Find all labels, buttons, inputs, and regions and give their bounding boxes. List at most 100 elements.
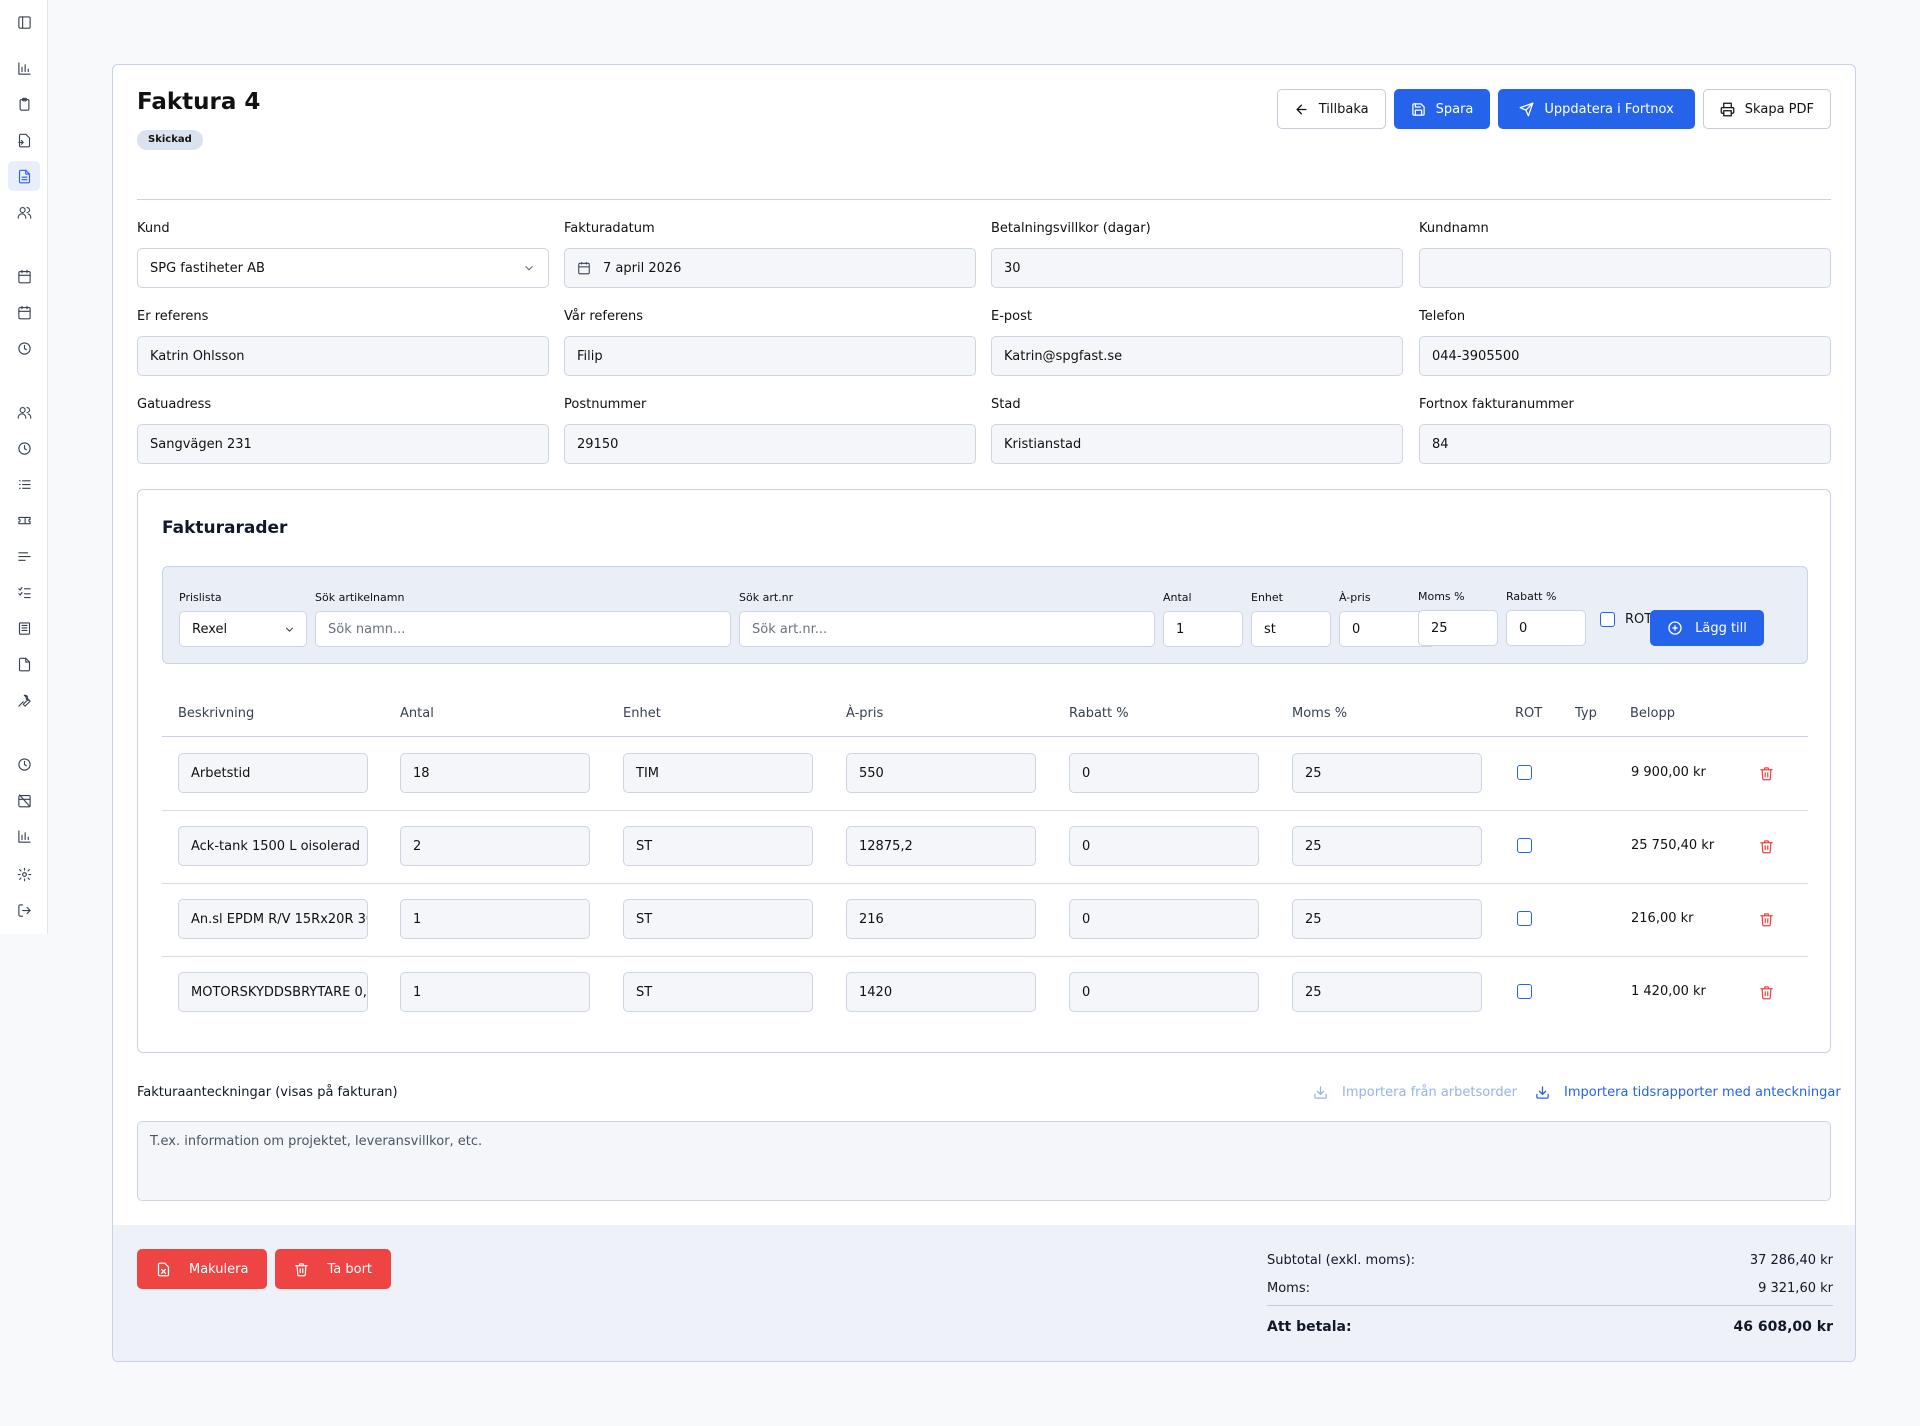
logout-icon[interactable] xyxy=(12,898,36,922)
delete-invoice-label: Ta bort xyxy=(327,1261,373,1277)
fakturadatum-field[interactable]: 7 april 2026 xyxy=(564,248,976,288)
add-row-label: Lägg till xyxy=(1695,620,1747,636)
users-icon[interactable] xyxy=(12,200,36,224)
file-x-icon xyxy=(157,1262,170,1276)
back-button[interactable]: Tillbaka xyxy=(1276,89,1386,129)
stad-field[interactable]: Kristianstad xyxy=(991,424,1403,464)
time-icon[interactable] xyxy=(12,436,36,460)
row-2-rot-checkbox[interactable] xyxy=(1517,911,1532,926)
add-row-button[interactable]: Lägg till xyxy=(1650,610,1764,646)
wrench-icon[interactable] xyxy=(12,688,36,712)
chevron-down-icon xyxy=(525,265,533,271)
clock-icon[interactable] xyxy=(12,336,36,360)
row-1-desc[interactable]: Ack-tank 1500 L oisolerad xyxy=(178,826,368,866)
rabatt-label: Rabatt % xyxy=(1506,590,1557,603)
document-icon[interactable] xyxy=(12,652,36,676)
building-icon[interactable] xyxy=(12,616,36,640)
row-2-rabatt[interactable]: 0 xyxy=(1069,899,1259,939)
row-1-enhet[interactable]: ST xyxy=(623,826,813,866)
rabatt-input[interactable]: 0 xyxy=(1506,610,1586,646)
import-workorder-link[interactable]: Importera från arbetsorder xyxy=(1313,1085,1517,1100)
row-1-apris[interactable]: 12875,2 xyxy=(846,826,1036,866)
gatuadress-field[interactable]: Sangvägen 231 xyxy=(137,424,549,464)
settings-icon[interactable] xyxy=(12,862,36,886)
trash-icon[interactable] xyxy=(1759,985,1774,1000)
row-0-apris[interactable]: 550 xyxy=(846,753,1036,793)
create-pdf-button[interactable]: Skapa PDF xyxy=(1702,89,1831,129)
moms-input[interactable]: 25 xyxy=(1418,610,1498,646)
search-name-input[interactable]: Sök namn... xyxy=(315,611,731,647)
stats-icon[interactable] xyxy=(12,824,36,848)
row-2-antal[interactable]: 1 xyxy=(400,899,590,939)
row-3-apris[interactable]: 1420 xyxy=(846,972,1036,1012)
fortnox-nr-field[interactable]: 84 xyxy=(1419,424,1831,464)
invoice-icon[interactable] xyxy=(8,161,40,191)
calendar-alt-icon[interactable] xyxy=(12,300,36,324)
trash-icon[interactable] xyxy=(1759,839,1774,854)
row-0-rabatt[interactable]: 0 xyxy=(1069,753,1259,793)
row-2-apris[interactable]: 216 xyxy=(846,899,1036,939)
import-timereports-link[interactable]: Importera tidsrapporter med anteckningar xyxy=(1535,1085,1841,1100)
notes-textarea[interactable]: T.ex. information om projektet, leverans… xyxy=(137,1121,1831,1201)
plus-circle-icon xyxy=(1668,621,1682,635)
trash-icon[interactable] xyxy=(1759,766,1774,781)
enhet-input[interactable]: st xyxy=(1251,611,1331,647)
row-1-moms[interactable]: 25 xyxy=(1292,826,1482,866)
row-3-enhet[interactable]: ST xyxy=(623,972,813,1012)
antal-label: Antal xyxy=(1163,591,1192,604)
row-1-rabatt[interactable]: 0 xyxy=(1069,826,1259,866)
checklist-icon[interactable] xyxy=(12,580,36,604)
er-referens-field[interactable]: Katrin Ohlsson xyxy=(137,336,549,376)
kund-select[interactable]: SPG fastiheter AB xyxy=(137,248,549,288)
betalningsvillkor-field[interactable]: 30 xyxy=(991,248,1403,288)
telefon-field[interactable]: 044-3905500 xyxy=(1419,336,1831,376)
col-rabatt: Rabatt % xyxy=(1069,706,1129,721)
row-1-rot-checkbox[interactable] xyxy=(1517,838,1532,853)
row-3-rabatt[interactable]: 0 xyxy=(1069,972,1259,1012)
update-fortnox-button[interactable]: Uppdatera i Fortnox xyxy=(1498,89,1695,129)
prislista-select[interactable]: Rexel xyxy=(179,611,307,647)
rows-title: Fakturarader xyxy=(162,518,288,538)
var-referens-field[interactable]: Filip xyxy=(564,336,976,376)
row-2-moms[interactable]: 25 xyxy=(1292,899,1482,939)
ticket-icon[interactable] xyxy=(12,508,36,532)
list-icon[interactable] xyxy=(12,472,36,496)
fakturadatum-value: 7 april 2026 xyxy=(603,260,682,276)
row-3-desc[interactable]: MOTORSKYDDSBRYTARE 0, xyxy=(178,972,368,1012)
epost-field[interactable]: Katrin@spgfast.se xyxy=(991,336,1403,376)
row-2-enhet[interactable]: ST xyxy=(623,899,813,939)
file-import-icon[interactable] xyxy=(12,128,36,152)
row-3-moms[interactable]: 25 xyxy=(1292,972,1482,1012)
row-1-antal[interactable]: 2 xyxy=(400,826,590,866)
trash-icon[interactable] xyxy=(1759,912,1774,927)
rot-checkbox-wrap[interactable]: ROT xyxy=(1600,612,1652,627)
postnummer-field[interactable]: 29150 xyxy=(564,424,976,464)
col-typ: Typ xyxy=(1575,706,1597,721)
team-icon[interactable] xyxy=(12,400,36,424)
calendar-off-icon[interactable] xyxy=(12,788,36,812)
row-2-desc[interactable]: An.sl EPDM R/V 15Rx20R 30 xyxy=(178,899,368,939)
clipboard-icon[interactable] xyxy=(12,92,36,116)
notes-label: Fakturaanteckningar (visas på fakturan) xyxy=(137,1085,398,1100)
text-lines-icon[interactable] xyxy=(12,544,36,568)
search-artnr-input[interactable]: Sök art.nr... xyxy=(739,611,1155,647)
row-0-moms[interactable]: 25 xyxy=(1292,753,1482,793)
calendar-icon[interactable] xyxy=(12,264,36,288)
row-3-antal[interactable]: 1 xyxy=(400,972,590,1012)
rot-checkbox[interactable] xyxy=(1600,612,1615,627)
row-0-desc[interactable]: Arbetstid xyxy=(178,753,368,793)
row-0-rot-checkbox[interactable] xyxy=(1517,765,1532,780)
delete-invoice-button[interactable]: Ta bort xyxy=(275,1249,392,1289)
trash-icon xyxy=(295,1262,309,1276)
kundnamn-field[interactable] xyxy=(1419,248,1831,288)
row-0-antal[interactable]: 18 xyxy=(400,753,590,793)
antal-input[interactable]: 1 xyxy=(1163,611,1243,647)
history-icon[interactable] xyxy=(12,752,36,776)
row-3-rot-checkbox[interactable] xyxy=(1517,984,1532,999)
cancel-invoice-button[interactable]: Makulera xyxy=(137,1249,268,1289)
row-0-enhet[interactable]: TIM xyxy=(623,753,813,793)
sidebar-toggle-icon[interactable] xyxy=(12,10,36,34)
save-button[interactable]: Spara xyxy=(1393,89,1491,129)
bar-chart-icon[interactable] xyxy=(12,56,36,80)
calendar-icon xyxy=(578,262,590,275)
